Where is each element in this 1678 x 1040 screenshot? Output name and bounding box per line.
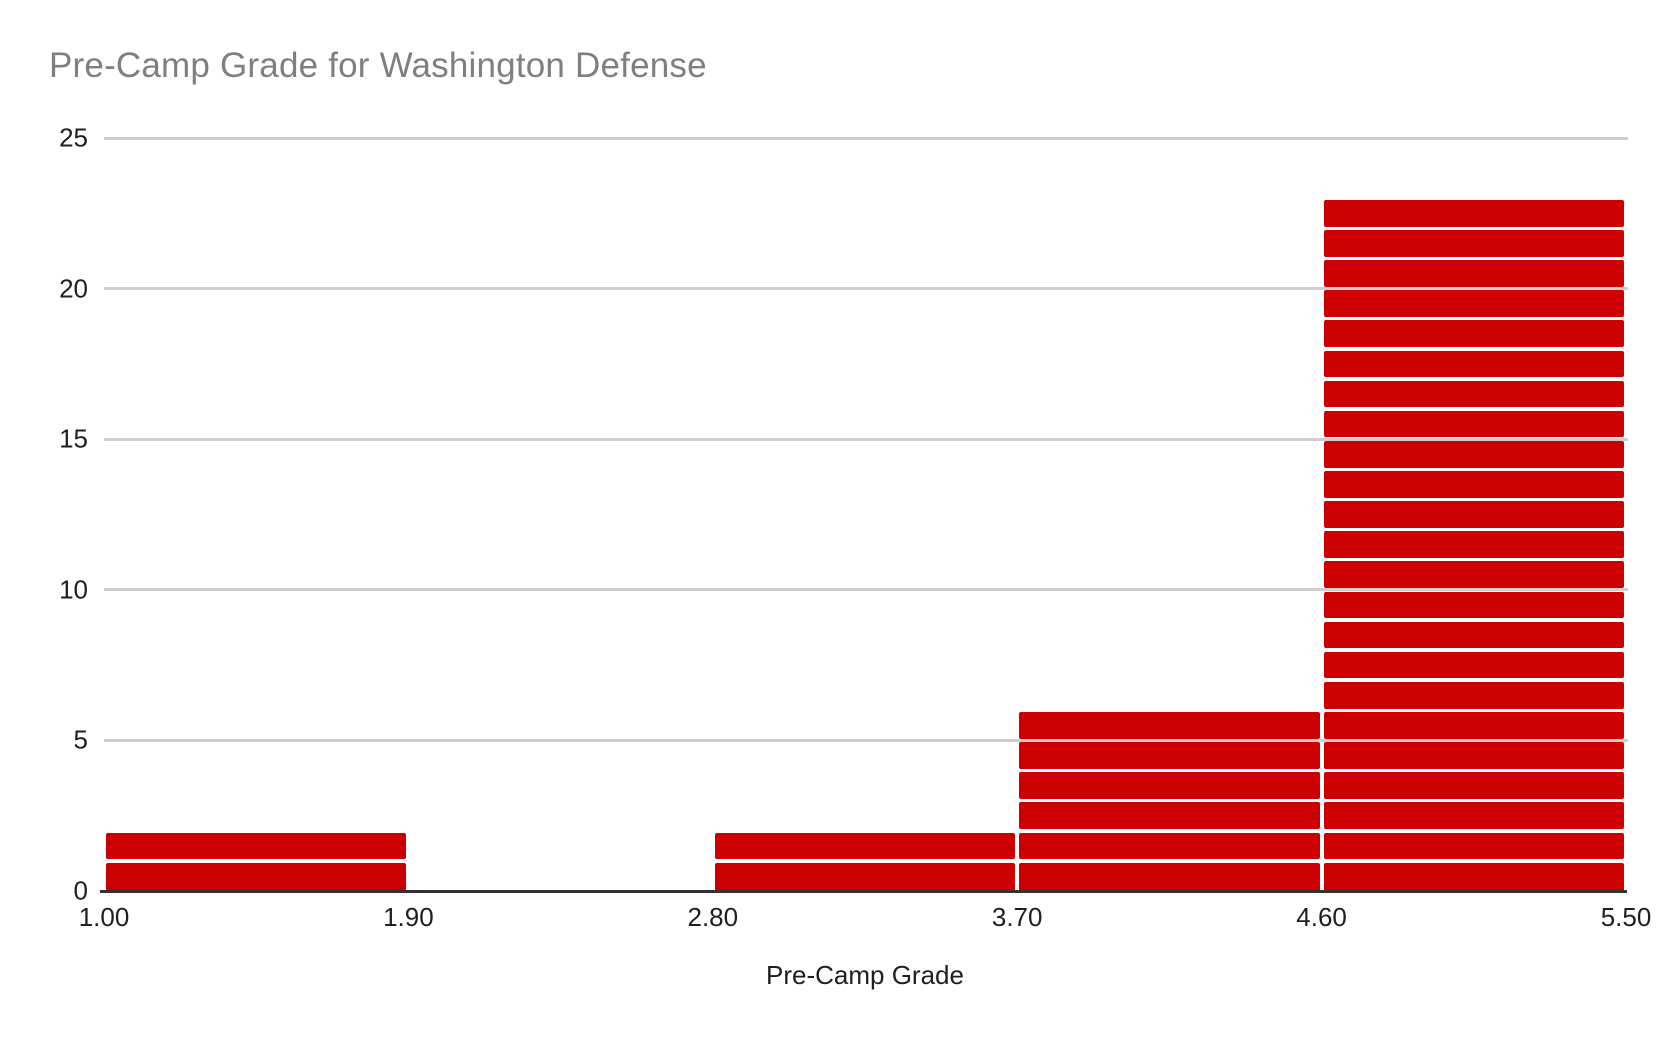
bar-segment: [1323, 200, 1624, 227]
bar-segment: [1323, 712, 1624, 739]
y-gridline: [104, 588, 1628, 592]
histogram-bar: [714, 0, 1016, 1040]
bar-segment: [1323, 410, 1624, 438]
y-axis-tick-label: 20: [59, 273, 88, 304]
bar-segment: [1323, 742, 1624, 769]
bar-segment: [1323, 561, 1624, 589]
x-axis-line: [100, 889, 1627, 893]
bar-segment: [1323, 230, 1624, 257]
y-gridline: [104, 136, 1628, 140]
bar-segment: [1323, 290, 1624, 317]
bar-segment: [1019, 862, 1320, 891]
bar-segment: [1323, 320, 1624, 348]
x-axis-tick-label: 1.00: [78, 902, 130, 932]
bar-segment: [1019, 712, 1320, 739]
x-axis-tick-label: 1.90: [383, 902, 434, 932]
y-axis-tick-label: 25: [59, 122, 88, 153]
histogram-bar: [1019, 0, 1320, 1040]
chart-title: Pre-Camp Grade for Washington Defense: [49, 46, 707, 85]
bar-segment: [106, 862, 407, 891]
x-axis-tick-label: 2.80: [687, 902, 739, 932]
bar-segment: [714, 832, 1016, 860]
histogram-bar: [1323, 0, 1624, 1040]
bar-segment: [106, 832, 407, 860]
bar-segment: [1323, 832, 1624, 860]
bar-segment: [1323, 501, 1624, 528]
bar-segment: [1323, 772, 1624, 799]
histogram-bar: [106, 0, 407, 1040]
x-axis-title: Pre-Camp Grade: [766, 960, 964, 990]
bar-segment: [1323, 681, 1624, 709]
bar-segment: [1323, 380, 1624, 408]
bar-segment: [1323, 621, 1624, 649]
bar-segment: [1019, 802, 1320, 830]
bar-segment: [1323, 651, 1624, 679]
y-axis-tick-label: 0: [73, 875, 88, 906]
y-gridline: [104, 437, 1628, 441]
y-axis-tick-label: 5: [73, 724, 88, 755]
bar-segment: [1323, 471, 1624, 498]
bar-segment: [1323, 440, 1624, 468]
y-gridline: [104, 287, 1628, 291]
y-gridline: [104, 738, 1628, 742]
bar-segment: [1019, 772, 1320, 799]
bar-segment: [1323, 862, 1624, 891]
bar-segment: [1323, 531, 1624, 558]
bar-segment: [1019, 742, 1320, 769]
bar-segment: [714, 862, 1016, 891]
bar-segment: [1323, 802, 1624, 830]
x-axis-tick-label: 5.50: [1600, 902, 1652, 932]
y-axis-tick-label: 15: [59, 423, 88, 454]
x-axis-tick-label: 3.70: [991, 902, 1043, 932]
bar-segment: [1323, 350, 1624, 378]
x-axis-tick-label: 4.60: [1296, 902, 1347, 932]
y-axis-tick-label: 10: [59, 574, 88, 605]
bar-segment: [1323, 260, 1624, 287]
bar-segment: [1019, 832, 1320, 860]
bar-segment: [1323, 591, 1624, 619]
